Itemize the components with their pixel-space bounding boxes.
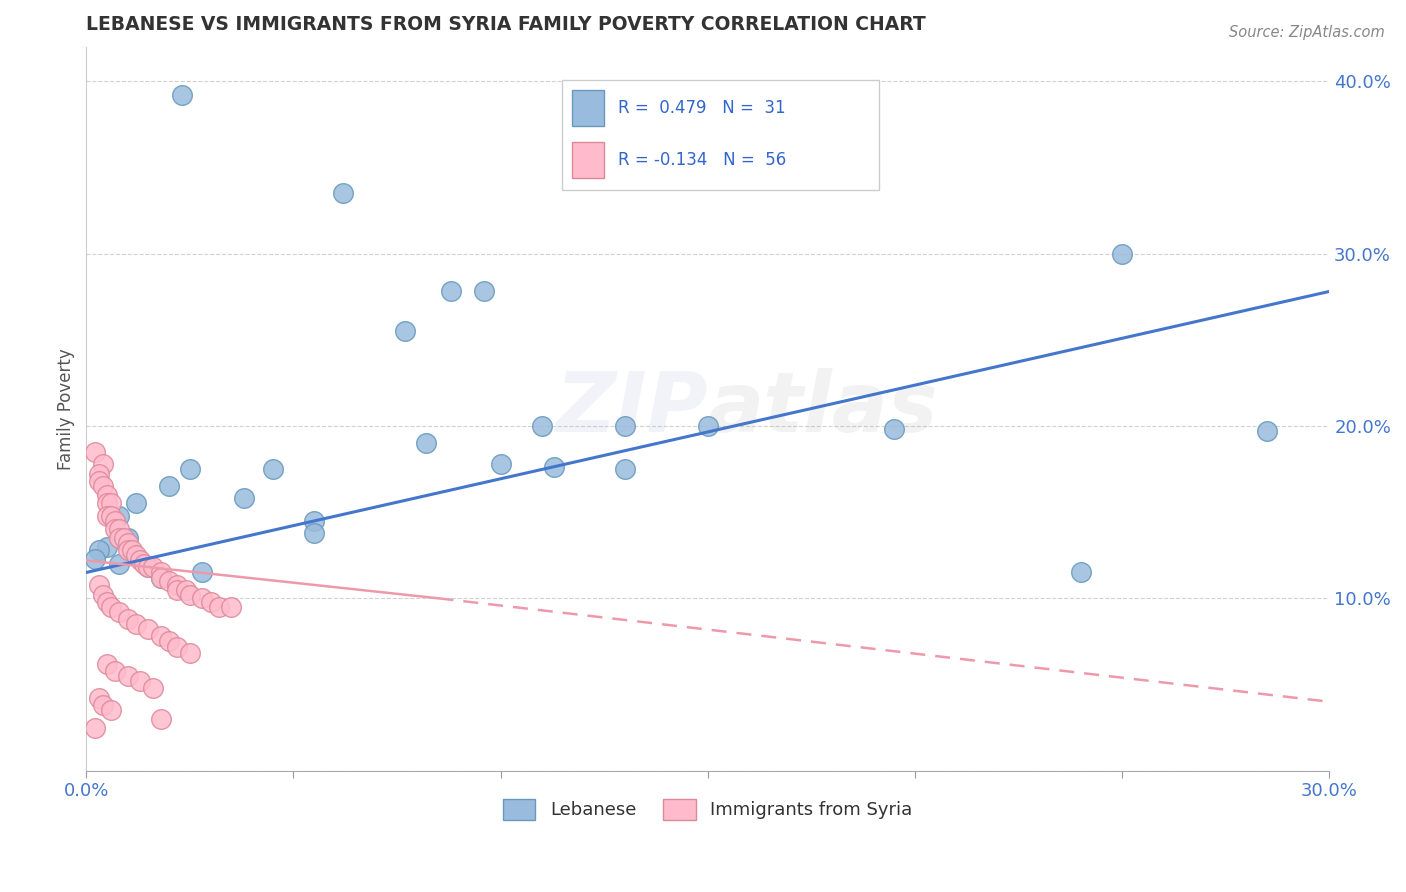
Point xyxy=(125,548,148,562)
Point xyxy=(166,577,188,591)
Point xyxy=(112,531,135,545)
Point xyxy=(440,285,463,299)
Point xyxy=(302,514,325,528)
Point xyxy=(157,574,180,588)
Point xyxy=(129,674,152,689)
Point xyxy=(262,462,284,476)
Point xyxy=(149,566,172,580)
Point xyxy=(179,588,201,602)
Point xyxy=(91,479,114,493)
Point xyxy=(138,560,160,574)
Point xyxy=(117,669,139,683)
Point xyxy=(696,418,718,433)
Point xyxy=(149,712,172,726)
Point xyxy=(87,577,110,591)
Point xyxy=(125,617,148,632)
Point xyxy=(96,496,118,510)
Y-axis label: Family Poverty: Family Poverty xyxy=(58,348,75,469)
Point xyxy=(100,496,122,510)
Point xyxy=(96,657,118,671)
Point xyxy=(91,588,114,602)
Point xyxy=(87,474,110,488)
Point xyxy=(96,540,118,554)
Point xyxy=(332,186,354,201)
Point xyxy=(157,479,180,493)
Point xyxy=(472,285,495,299)
Point xyxy=(100,508,122,523)
Point xyxy=(208,599,231,614)
Point xyxy=(883,422,905,436)
Point xyxy=(149,629,172,643)
Point xyxy=(221,599,243,614)
Point xyxy=(613,462,636,476)
Point xyxy=(232,491,254,506)
Point xyxy=(117,543,139,558)
Point xyxy=(117,531,139,545)
Text: atlas: atlas xyxy=(707,368,938,450)
Point xyxy=(1070,566,1092,580)
Point xyxy=(104,664,127,678)
Point xyxy=(166,640,188,654)
Point xyxy=(83,551,105,566)
Point xyxy=(108,531,131,545)
Point xyxy=(489,457,512,471)
Point xyxy=(179,647,201,661)
Point xyxy=(191,566,214,580)
Point xyxy=(121,543,143,558)
Text: LEBANESE VS IMMIGRANTS FROM SYRIA FAMILY POVERTY CORRELATION CHART: LEBANESE VS IMMIGRANTS FROM SYRIA FAMILY… xyxy=(86,15,927,34)
Point xyxy=(108,605,131,619)
Text: ZIP: ZIP xyxy=(555,368,707,450)
Point xyxy=(531,418,554,433)
Point xyxy=(96,508,118,523)
Text: Source: ZipAtlas.com: Source: ZipAtlas.com xyxy=(1229,25,1385,40)
Point xyxy=(157,634,180,648)
Point xyxy=(415,436,437,450)
Point xyxy=(108,508,131,523)
Point xyxy=(83,721,105,735)
Point xyxy=(96,488,118,502)
Point xyxy=(91,457,114,471)
Point xyxy=(138,623,160,637)
Point xyxy=(100,599,122,614)
Point xyxy=(108,522,131,536)
Point xyxy=(129,553,152,567)
Point xyxy=(100,703,122,717)
Point xyxy=(149,571,172,585)
Point xyxy=(87,543,110,558)
Point xyxy=(191,591,214,606)
Point xyxy=(91,698,114,713)
Legend: Lebanese, Immigrants from Syria: Lebanese, Immigrants from Syria xyxy=(496,791,920,827)
Point xyxy=(96,595,118,609)
Point xyxy=(200,595,222,609)
Point xyxy=(125,496,148,510)
Point xyxy=(1256,424,1278,438)
Point xyxy=(394,324,416,338)
Point xyxy=(83,444,105,458)
Point xyxy=(108,557,131,571)
Point xyxy=(149,571,172,585)
Point xyxy=(87,467,110,482)
Point xyxy=(613,418,636,433)
Point xyxy=(170,87,193,102)
Point xyxy=(166,582,188,597)
Point xyxy=(104,514,127,528)
Point xyxy=(117,536,139,550)
Point xyxy=(543,460,565,475)
Point xyxy=(87,691,110,706)
Point xyxy=(104,522,127,536)
Point xyxy=(138,560,160,574)
Point xyxy=(1111,246,1133,260)
Point xyxy=(117,612,139,626)
Point xyxy=(179,462,201,476)
Point xyxy=(142,560,165,574)
Point xyxy=(142,681,165,695)
Point xyxy=(134,557,156,571)
Point xyxy=(302,525,325,540)
Point xyxy=(174,582,197,597)
